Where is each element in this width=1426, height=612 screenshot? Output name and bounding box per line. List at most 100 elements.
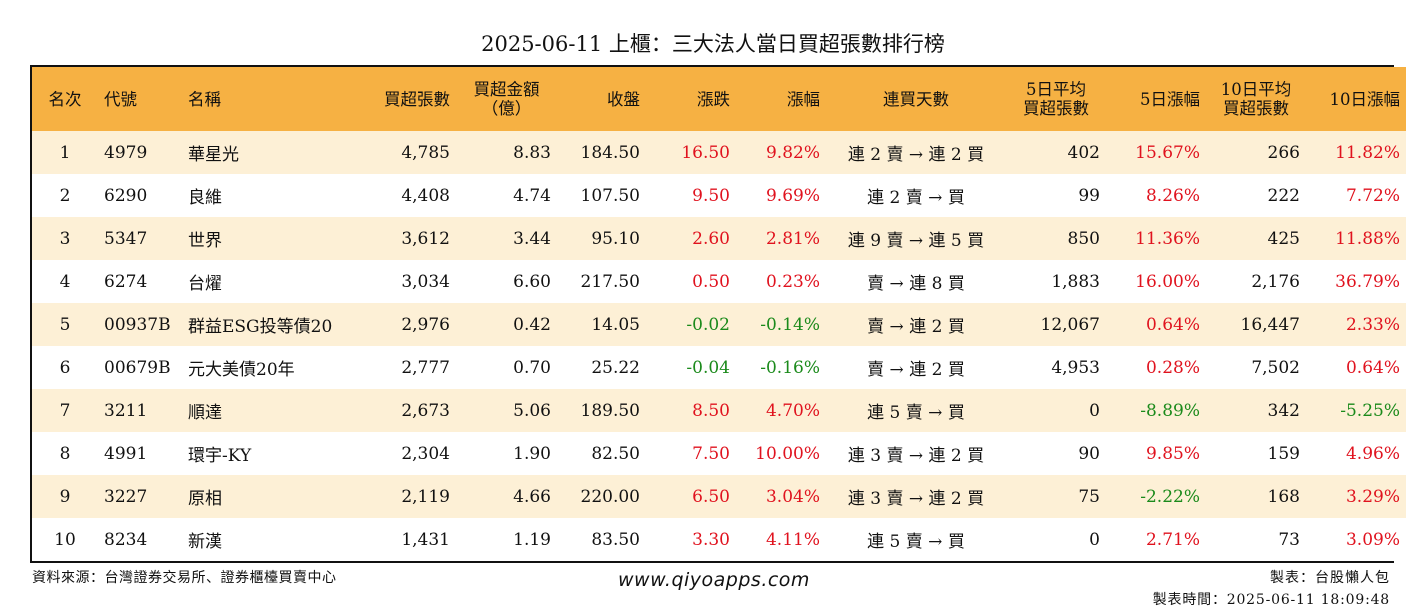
cell-buy-amount: 1.19 — [513, 529, 551, 550]
cell-streak: 賣 → 連 8 買 — [867, 274, 965, 294]
cell-rank: 5 — [59, 314, 71, 335]
cell-name: 順達 — [188, 403, 222, 423]
cell-rank: 2 — [59, 185, 71, 206]
cell-pct5: 2.71% — [1145, 529, 1200, 550]
cell-change-pct: -0.16% — [760, 357, 820, 378]
cell-pct5: 0.28% — [1145, 357, 1200, 378]
cell-pct10: 2.33% — [1345, 314, 1400, 335]
header-buy-amount-line2: （億） — [481, 99, 532, 118]
cell-name: 良維 — [188, 188, 222, 208]
table-header-row: 名次 代號 名稱 買超張數 買超金額 （億） 收盤 漲跌 漲幅 連買天數 5日平… — [32, 67, 1406, 131]
cell-code: 6290 — [104, 185, 148, 206]
table-row: 7 3211 順達 2,673 5.06 189.50 8.50 4.70% 連 5 賣 → 買… — [32, 389, 1406, 432]
cell-pct10: 36.79% — [1335, 271, 1400, 292]
table-row: 6 00679B 元大美債20年 2,777 0.70 25.22 -0.04 -0.16% 賣… — [32, 346, 1406, 389]
cell-streak: 賣 → 連 2 買 — [867, 360, 965, 380]
cell-name: 新漢 — [188, 532, 222, 552]
cell-change-pct: 4.11% — [765, 529, 820, 550]
cell-streak: 連 9 賣 → 連 5 買 — [847, 231, 985, 251]
cell-rank: 3 — [59, 228, 71, 249]
cell-buy-amount: 0.70 — [513, 357, 551, 378]
cell-pct10: 3.29% — [1345, 486, 1400, 507]
cell-code: 3227 — [104, 486, 148, 507]
page-title: 2025-06-11 上櫃：三大法人當日買超張數排行榜 — [481, 32, 945, 56]
cell-avg10: 7,502 — [1251, 357, 1300, 378]
cell-buy-amount: 0.42 — [513, 314, 551, 335]
cell-buy-amount: 3.44 — [513, 228, 551, 249]
cell-pct5: 16.00% — [1135, 271, 1200, 292]
cell-rank: 4 — [59, 271, 71, 292]
cell-pct5: 0.64% — [1145, 314, 1200, 335]
header-streak: 連買天數 — [883, 89, 949, 109]
cell-buy-shares: 4,785 — [401, 142, 450, 163]
cell-buy-shares: 4,408 — [401, 185, 450, 206]
cell-code: 6274 — [104, 271, 148, 292]
cell-change: 2.60 — [692, 228, 730, 249]
cell-change-pct: 9.82% — [765, 142, 820, 163]
cell-rank: 7 — [59, 400, 71, 421]
table-row: 10 8234 新漢 1,431 1.19 83.50 3.30 4.11% 連 5 賣 → 買… — [32, 518, 1406, 561]
cell-pct5: 11.36% — [1135, 228, 1200, 249]
header-pct5: 5日漲幅 — [1140, 89, 1200, 109]
cell-code: 5347 — [104, 228, 148, 249]
cell-pct10: 4.96% — [1345, 443, 1400, 464]
cell-change: 3.30 — [692, 529, 730, 550]
cell-streak: 連 3 賣 → 連 2 買 — [847, 489, 985, 509]
cell-name: 環宇-KY — [188, 446, 252, 466]
ranking-table-container: 名次 代號 名稱 買超張數 買超金額 （億） 收盤 漲跌 漲幅 連買天數 5日平… — [30, 65, 1406, 563]
cell-rank: 10 — [54, 529, 76, 550]
cell-close: 217.50 — [580, 271, 640, 292]
cell-change: 6.50 — [692, 486, 730, 507]
table-row: 2 6290 良維 4,408 4.74 107.50 9.50 9.69% 連 2 賣 → 買… — [32, 174, 1406, 217]
cell-avg10: 168 — [1267, 486, 1300, 507]
cell-change-pct: -0.14% — [760, 314, 820, 335]
cell-buy-amount: 5.06 — [513, 400, 551, 421]
cell-buy-shares: 3,612 — [401, 228, 450, 249]
cell-avg10: 2,176 — [1251, 271, 1300, 292]
cell-change: 7.50 — [692, 443, 730, 464]
cell-close: 107.50 — [580, 185, 640, 206]
cell-avg5: 1,883 — [1051, 271, 1100, 292]
cell-change: 8.50 — [692, 400, 730, 421]
cell-change-pct: 4.70% — [765, 400, 820, 421]
cell-name: 群益ESG投等債20 — [188, 317, 333, 337]
cell-avg5: 850 — [1067, 228, 1100, 249]
cell-buy-amount: 8.83 — [513, 142, 551, 163]
author-credit: 製表：台股懶人包 — [1270, 570, 1390, 586]
header-buy-amount: 買超金額 （億） — [456, 67, 557, 131]
generated-timestamp: 製表時間：2025-06-11 18:09:48 — [1152, 592, 1390, 608]
cell-rank: 6 — [59, 357, 71, 378]
table-row: 1 4979 華星光 4,785 8.83 184.50 16.50 9.82% 連 2 賣 →… — [32, 131, 1406, 174]
cell-code: 4991 — [104, 443, 148, 464]
cell-pct5: 15.67% — [1135, 142, 1200, 163]
header-code: 代號 — [104, 89, 137, 109]
cell-code: 4979 — [104, 142, 148, 163]
header-avg10: 10日平均 買超張數 — [1206, 67, 1306, 131]
header-avg5-line1: 5日平均 — [1026, 80, 1086, 99]
cell-buy-amount: 4.66 — [513, 486, 551, 507]
cell-pct5: -2.22% — [1140, 486, 1200, 507]
cell-change: 0.50 — [692, 271, 730, 292]
cell-name: 華星光 — [188, 145, 239, 165]
cell-close: 189.50 — [580, 400, 640, 421]
cell-pct10: 11.88% — [1335, 228, 1400, 249]
header-pct10: 10日漲幅 — [1329, 89, 1401, 109]
cell-streak: 連 5 賣 → 買 — [867, 403, 965, 423]
cell-streak: 連 3 賣 → 連 2 買 — [847, 446, 985, 466]
table-row: 5 00937B 群益ESG投等債20 2,976 0.42 14.05 -0.02 -0.1… — [32, 303, 1406, 346]
cell-change-pct: 3.04% — [765, 486, 820, 507]
cell-rank: 8 — [59, 443, 71, 464]
cell-buy-amount: 1.90 — [513, 443, 551, 464]
cell-code: 00937B — [104, 314, 171, 335]
header-avg5-line2: 買超張數 — [1023, 99, 1089, 118]
header-buy-amount-line1: 買超金額 — [473, 80, 540, 99]
cell-avg10: 16,447 — [1240, 314, 1300, 335]
table-body: 1 4979 華星光 4,785 8.83 184.50 16.50 9.82% 連 2 賣 →… — [32, 131, 1406, 561]
cell-buy-shares: 2,304 — [401, 443, 450, 464]
cell-change: -0.04 — [686, 357, 730, 378]
website-link[interactable]: www.qiyoapps.com — [618, 569, 810, 591]
header-rank: 名次 — [48, 89, 82, 109]
header-change: 漲跌 — [697, 89, 730, 109]
cell-buy-shares: 3,034 — [401, 271, 450, 292]
cell-buy-amount: 6.60 — [513, 271, 551, 292]
